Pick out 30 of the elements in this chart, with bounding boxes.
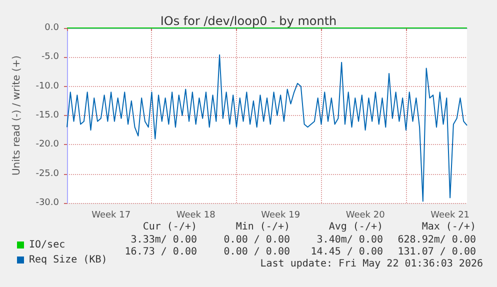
x-tick-label: Week 21	[430, 210, 470, 220]
text: Min (-/+)	[236, 222, 290, 232]
y-tick-label: -30.0	[36, 198, 60, 208]
text: Cur (-/+)	[142, 222, 198, 232]
text: 0.00 / 0.00	[224, 234, 290, 246]
text: Last update: Fri May 22 01:36:03 2026	[260, 258, 484, 270]
y-tick-label: -10.0	[36, 81, 60, 92]
text: 3.40m/ 0.00	[316, 234, 384, 246]
y-tick-label: -25.0	[36, 168, 60, 179]
y-tick-label: -20.0	[36, 140, 60, 150]
y-tick-label: -15.0	[36, 110, 60, 120]
x-tick-label: Week 20	[346, 210, 386, 220]
legend-label: Req Size (KB)	[29, 254, 108, 266]
text: 16.73 / 0.00	[124, 246, 198, 258]
text: 3.33m/ 0.00	[130, 234, 198, 246]
text: 14.45 / 0.00	[310, 246, 384, 258]
y-tick-label: -5.0	[41, 52, 60, 62]
y-tick-label: 0.0	[44, 23, 60, 33]
x-tick-label: Week 17	[92, 210, 131, 220]
chart-title: IOs for /dev/loop0 - by month	[160, 14, 337, 28]
text: Max (-/+)	[422, 222, 476, 232]
legend-label: IO/sec	[29, 240, 66, 250]
text: 0.00 / 0.00	[224, 246, 290, 258]
y-axis-title: Units read (-) / write (+)	[12, 55, 22, 176]
text: 628.92m/ 0.00	[398, 234, 476, 246]
text: Avg (-/+)	[328, 222, 384, 232]
text: 131.07 / 0.00	[398, 246, 476, 258]
x-tick-label: Week 19	[261, 210, 300, 220]
x-tick-label: Week 18	[176, 210, 216, 220]
line-series	[66, 54, 468, 202]
